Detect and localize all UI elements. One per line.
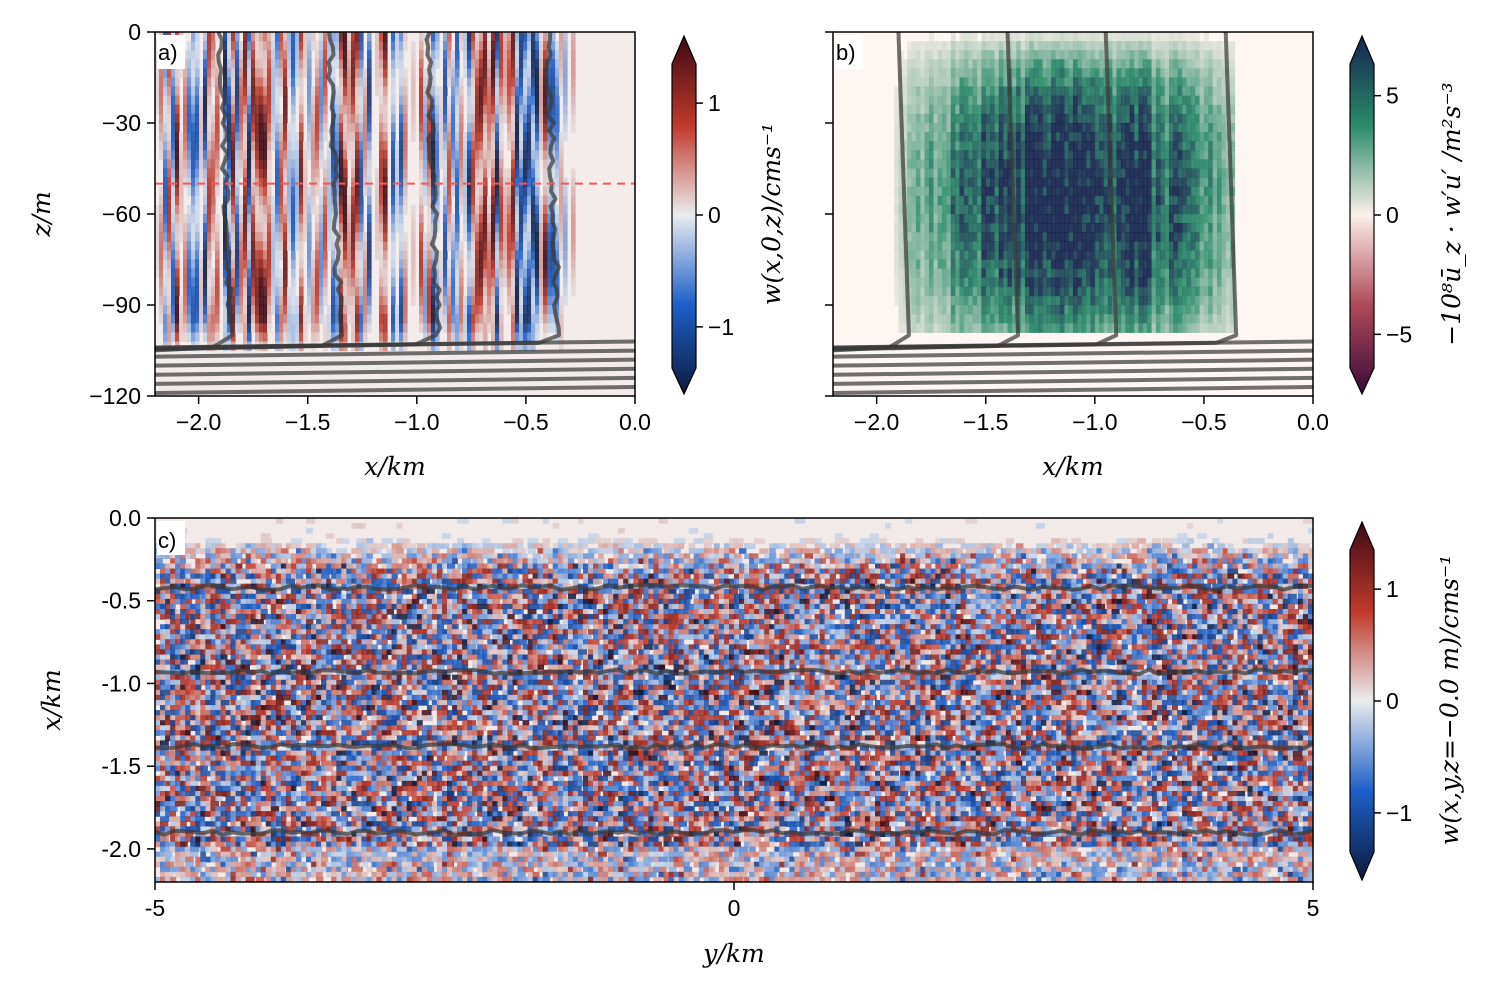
colorbar-a-label: w(x,0,z)/cms⁻¹ xyxy=(757,123,786,305)
colorbar-b-tick-label: −5 xyxy=(1386,321,1412,347)
panel-c-y-tick-label: -0.5 xyxy=(101,588,141,614)
colorbar-a-tick-label: 0 xyxy=(708,202,721,228)
contour-line xyxy=(155,357,635,368)
contour-line xyxy=(155,384,635,395)
panel-b-y-ticks xyxy=(825,31,833,397)
panel-a-y-tick-label: −120 xyxy=(89,383,141,409)
panel-b-tag: b) xyxy=(836,40,856,65)
colorbar-b-ticks: 5 0 −5 xyxy=(1374,83,1412,347)
panel-c-y-tick-label: -1.5 xyxy=(101,753,141,779)
panel-a-tag: a) xyxy=(158,40,178,65)
panel-a-contours xyxy=(155,32,635,395)
panel-a-x-tick-label: −2.0 xyxy=(176,409,221,435)
contour-line xyxy=(833,32,1239,350)
panel-a-y-label: z/m xyxy=(27,191,56,237)
panel-a-x-ticks: −2.0 −1.5 −1.0 −0.5 0.0 xyxy=(176,396,651,435)
contour-line xyxy=(833,339,1313,350)
contour-line xyxy=(155,348,635,359)
colorbar-b-label: −10⁸ū_z · w′u′ /m²s⁻³ xyxy=(1437,82,1466,345)
panel-c-x-tick-label: 5 xyxy=(1307,895,1320,921)
panel-a-x-tick-label: −0.5 xyxy=(503,409,548,435)
panel-a-tag-bg xyxy=(157,35,185,69)
contour-line xyxy=(833,32,911,353)
panel-a-y-tick-label: −60 xyxy=(102,201,141,227)
panel-c-tag-bg xyxy=(157,521,185,555)
panel-c-y-tick-label: -2.0 xyxy=(101,836,141,862)
panel-c-y-tick-label: -1.0 xyxy=(101,670,141,696)
contour-line xyxy=(155,339,635,350)
panel-a-y-ticks: 0 −30 −60 −90 −120 xyxy=(89,19,155,409)
panel-b: b) −2.0 −1.5 −1.0 −0.5 0.0 x/km xyxy=(825,31,1329,481)
panel-c-x-tick-label: -5 xyxy=(145,895,165,921)
panel-a-x-tick-label: −1.5 xyxy=(285,409,330,435)
panel-b-tag-bg xyxy=(835,35,863,69)
panel-a-y-tick-label: 0 xyxy=(128,19,141,45)
panel-b-x-tick-label: −1.5 xyxy=(963,409,1008,435)
panel-b-x-tick-label: −1.0 xyxy=(1072,409,1117,435)
panel-a-x-tick-label: −1.0 xyxy=(394,409,439,435)
colorbar-c-tick-label: 0 xyxy=(1386,688,1399,714)
contour-line xyxy=(833,32,1020,352)
contour-line xyxy=(155,375,635,386)
contour-line xyxy=(833,32,1119,351)
contour-line xyxy=(155,32,561,350)
panel-b-x-tick-label: −2.0 xyxy=(854,409,899,435)
contour-line xyxy=(155,667,1313,677)
panel-b-x-label: x/km xyxy=(1042,452,1103,481)
panel-a-y-tick-label: −30 xyxy=(102,110,141,136)
colorbar-c-bar xyxy=(1349,520,1375,882)
colorbar-a-ticks: 1 0 −1 xyxy=(696,90,734,340)
colorbar-c-ticks: 1 0 −1 xyxy=(1374,576,1412,826)
panel-a: a) −2.0 −1.5 −1.0 −0.5 0.0 0 −30 −60 −90 −120 x/… xyxy=(27,19,651,481)
contour-line xyxy=(155,827,1313,837)
panel-a-x-tick-label: 0.0 xyxy=(619,409,651,435)
contour-line xyxy=(155,741,1313,751)
panel-b-contours xyxy=(833,32,1313,395)
panel-b-x-tick-label: 0.0 xyxy=(1297,409,1329,435)
panel-c-y-ticks: 0.0 -0.5 -1.0 -1.5 -2.0 xyxy=(101,505,155,862)
contour-line xyxy=(833,348,1313,359)
colorbar-a-bar xyxy=(671,34,697,396)
colorbar-b-tick-label: 0 xyxy=(1386,202,1399,228)
panel-c-y-label: x/km xyxy=(37,669,66,730)
panel-b-field xyxy=(894,32,1236,333)
panel-c-tag: c) xyxy=(158,528,176,553)
panel-c-field xyxy=(155,518,1313,882)
panel-a-field xyxy=(155,32,576,352)
panel-c-x-tick-label: 0 xyxy=(728,895,741,921)
colorbar-b-tick-label: 5 xyxy=(1386,83,1399,109)
colorbar-b: 5 0 −5 −10⁸ū_z · w′u′ /m²s⁻³ xyxy=(1349,34,1466,396)
panel-a-x-label: x/km xyxy=(364,452,425,481)
contour-line xyxy=(155,32,235,353)
panel-c-x-label: y/km xyxy=(702,939,764,968)
panel-b-x-ticks: −2.0 −1.5 −1.0 −0.5 0.0 xyxy=(854,396,1329,435)
panel-b-x-tick-label: −0.5 xyxy=(1181,409,1226,435)
panel-c: c) -5 0 5 0.0 -0.5 -1.0 -1.5 -2.0 y/km x/km xyxy=(37,505,1320,968)
panel-c-y-tick-label: 0.0 xyxy=(109,505,141,531)
contour-line xyxy=(833,357,1313,368)
colorbar-c-tick-label: 1 xyxy=(1386,576,1399,602)
panel-c-contours xyxy=(155,583,1313,837)
panel-c-x-ticks: -5 0 5 xyxy=(145,882,1320,921)
colorbar-c-tick-label: −1 xyxy=(1386,800,1412,826)
colorbar-a-tick-label: 1 xyxy=(708,90,721,116)
contour-line xyxy=(155,32,344,352)
contour-line xyxy=(833,375,1313,386)
colorbar-a-tick-label: −1 xyxy=(708,314,734,340)
contour-line xyxy=(155,583,1313,592)
colorbar-a: 1 0 −1 w(x,0,z)/cms⁻¹ xyxy=(671,34,786,396)
contour-line xyxy=(833,384,1313,395)
contour-line xyxy=(155,32,443,351)
contour-line xyxy=(155,366,635,377)
colorbar-c-label: w(x,y,z=−0.0 m)/cms⁻¹ xyxy=(1435,555,1464,845)
colorbar-b-bar xyxy=(1349,34,1375,396)
contour-line xyxy=(833,366,1313,377)
panel-a-y-tick-label: −90 xyxy=(102,292,141,318)
colorbar-c: 1 0 −1 w(x,y,z=−0.0 m)/cms⁻¹ xyxy=(1349,520,1464,882)
